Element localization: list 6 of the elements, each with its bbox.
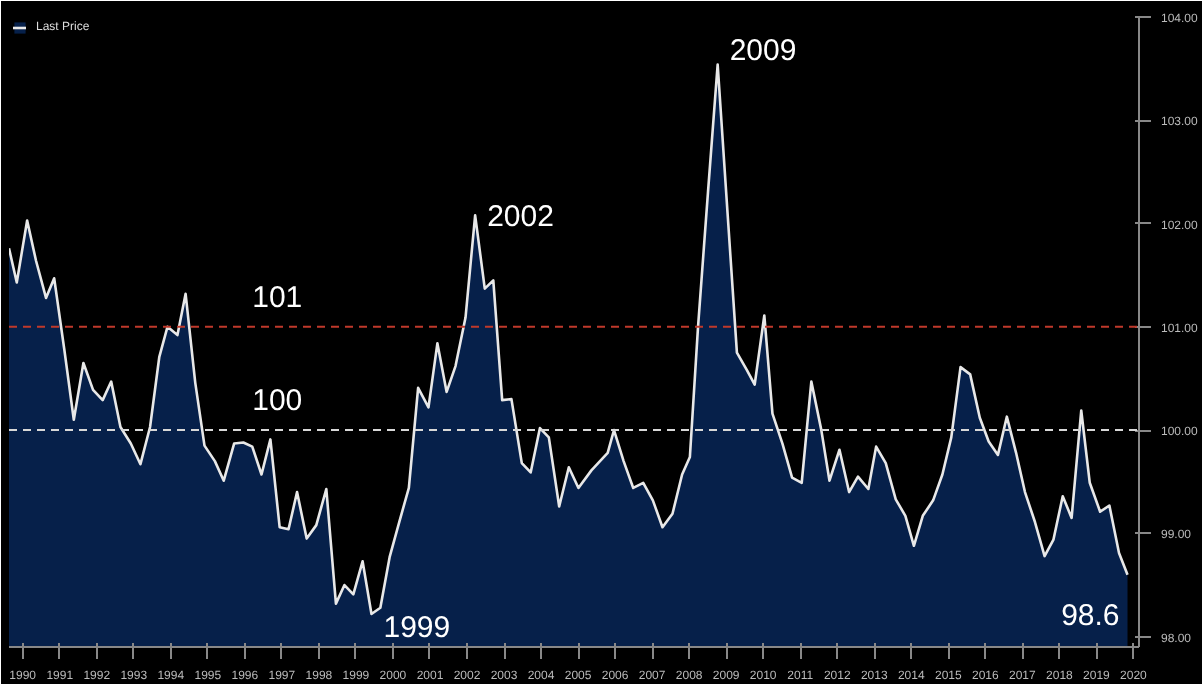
ref-line-label: 100 xyxy=(252,384,303,419)
annotation: 98.6 xyxy=(1061,598,1120,633)
annotation: 2002 xyxy=(487,200,554,235)
annotation: 2009 xyxy=(729,33,797,68)
annotation: 1999 xyxy=(383,610,451,645)
ref-line-label: 101 xyxy=(252,280,303,315)
